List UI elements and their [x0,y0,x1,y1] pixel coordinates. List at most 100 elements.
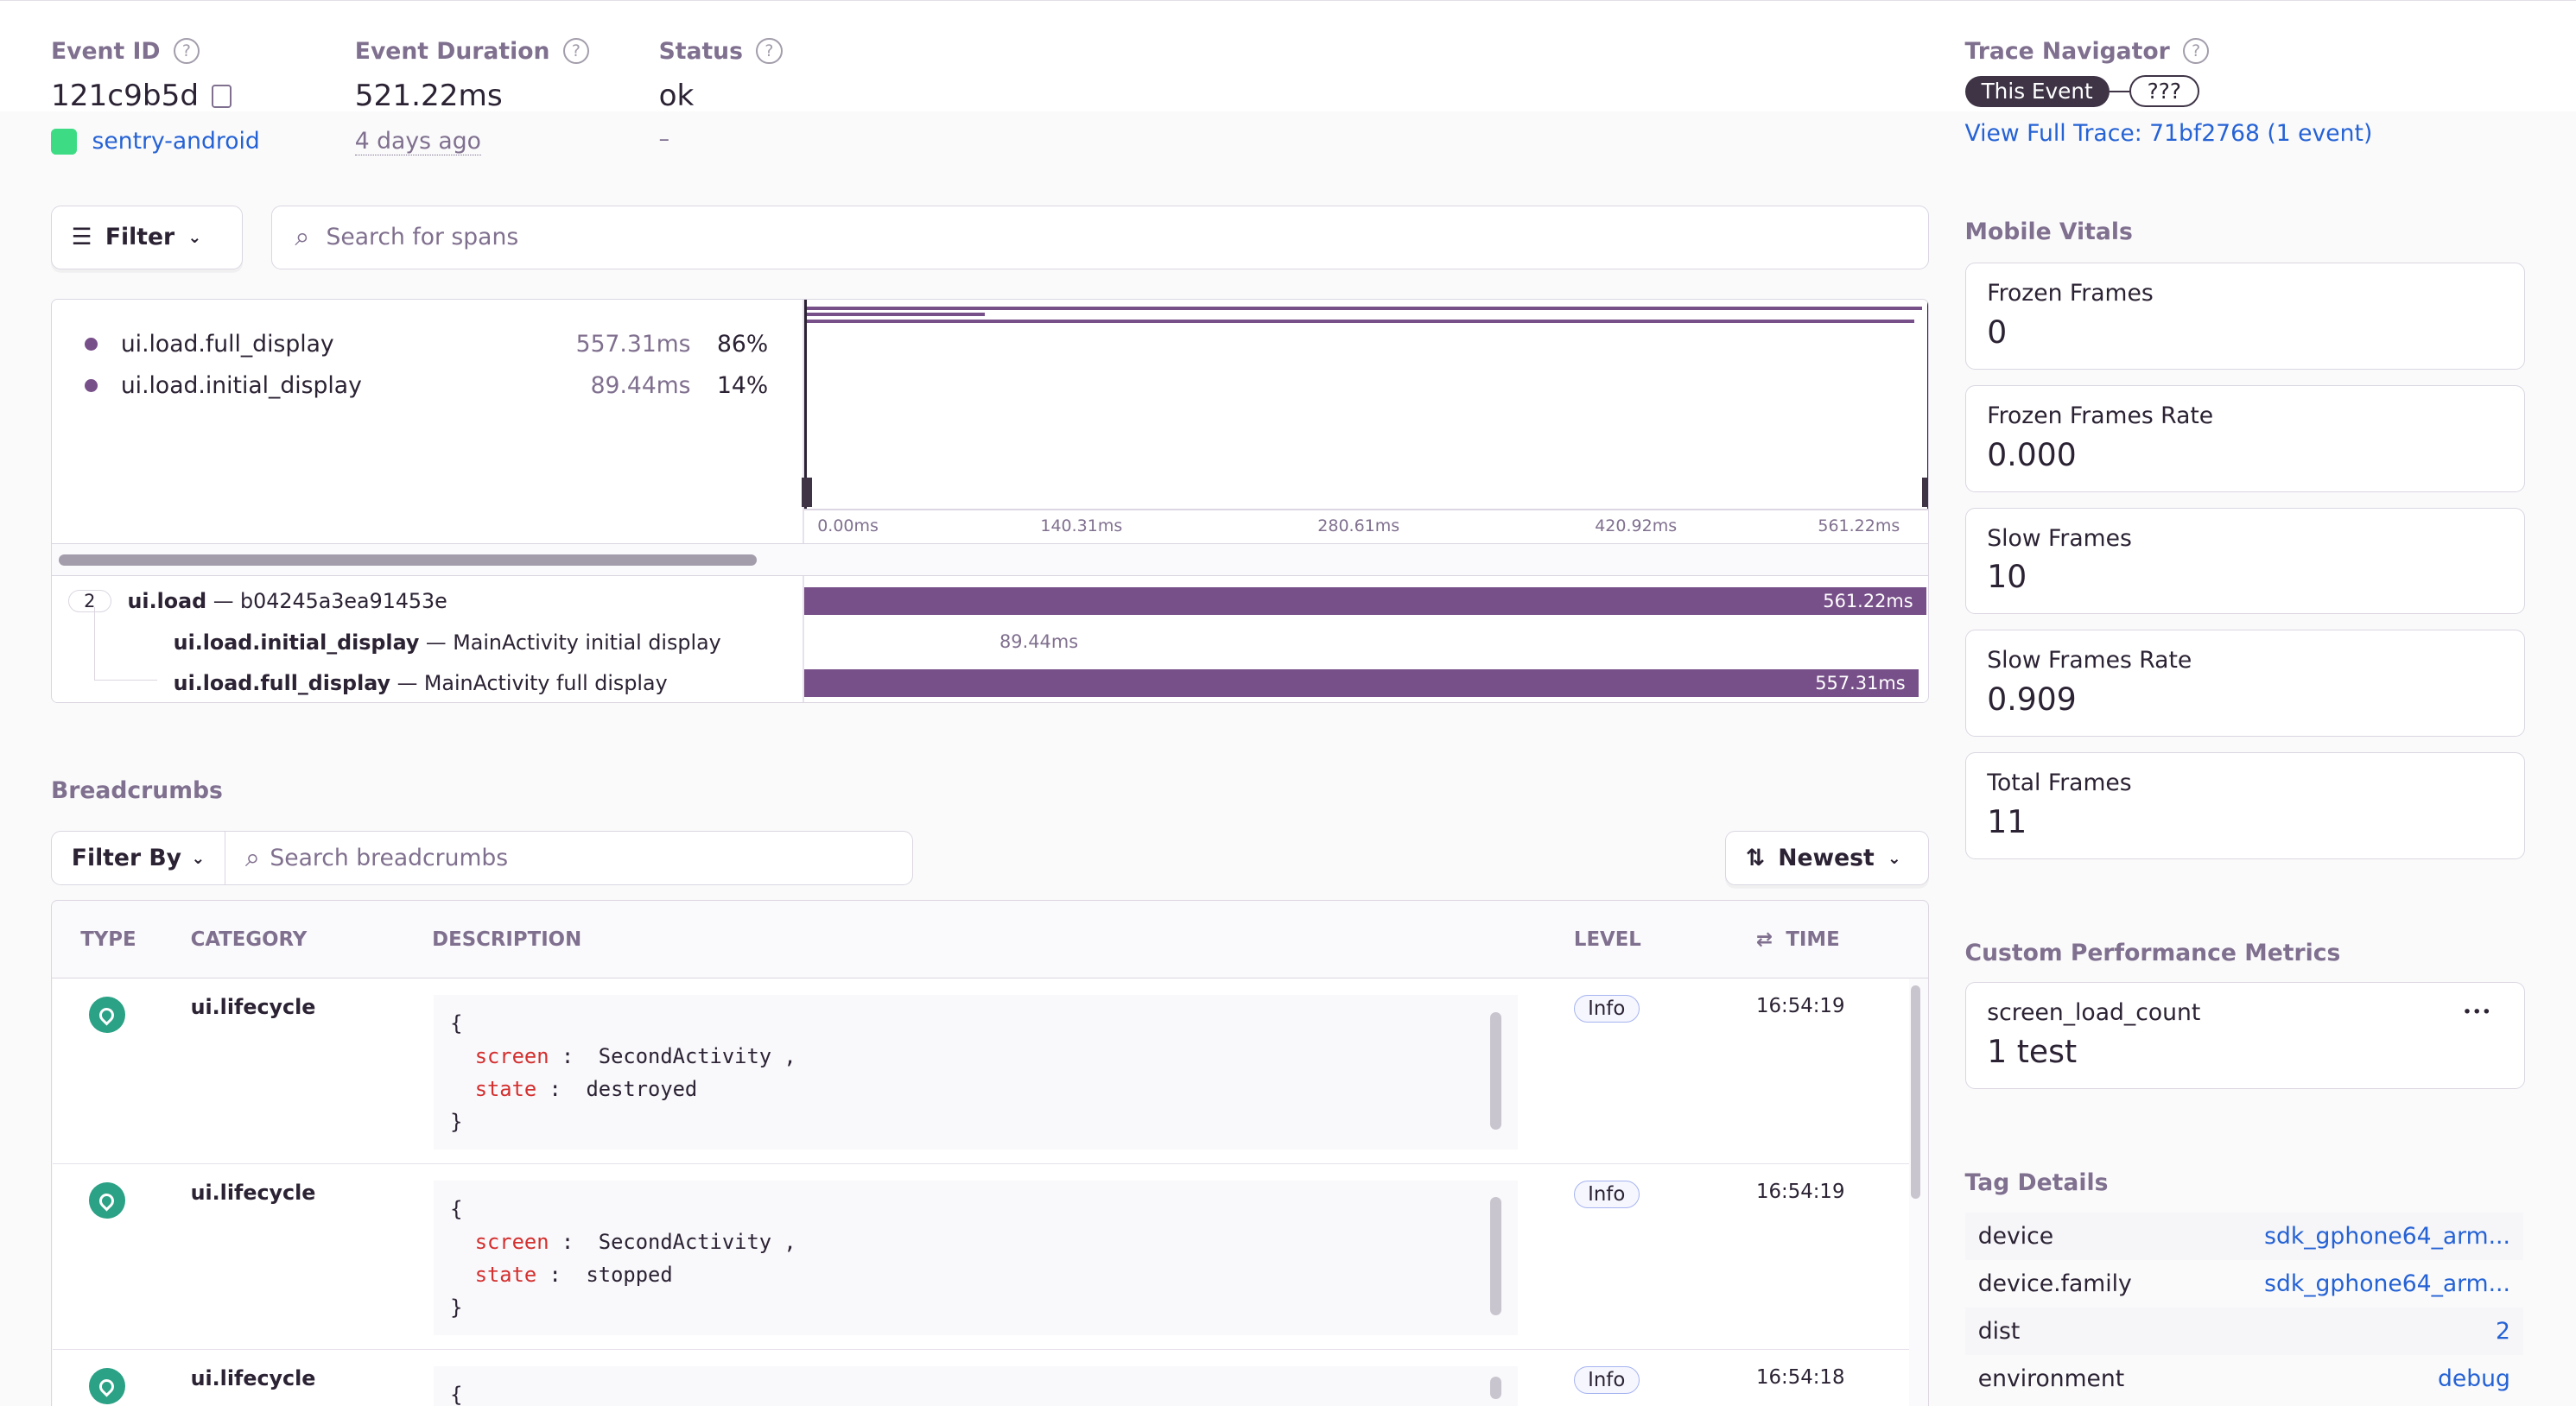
level-badge: Info [1573,995,1640,1023]
breadcrumbs-scrollbar[interactable] [1910,985,1921,1200]
span-bar-duration: 89.44ms [999,631,1079,653]
vital-card: Frozen Frames 0 [1964,263,2526,370]
axis-tick-label: 280.61ms [1317,516,1400,536]
level-badge: Info [1573,1181,1640,1209]
vital-card: Slow Frames 10 [1964,507,2526,615]
breadcrumb-description: { screen : SecondActivity , state : dest… [434,995,1519,1150]
breadcrumb-time: 16:54:18 [1756,1366,1845,1390]
help-icon[interactable]: ? [756,38,783,65]
tag-row: device.family sdk_gphone64_arm... [1977,1270,2510,1297]
span-row[interactable]: ui.load.initial_display — MainActivity i… [173,630,721,655]
breadcrumb-filter-button[interactable]: Filter By ⌄ [52,832,226,885]
breadcrumb-search-input[interactable]: ⌕ Search breadcrumbs [244,842,509,873]
breadcrumb-time: 16:54:19 [1756,1181,1845,1204]
event-duration-label: Event Duration? [355,38,590,65]
minimap-handle-left[interactable] [802,477,812,507]
breadcrumb-description: { screen : SecondActivity , state : stop… [434,1181,1519,1336]
breadcrumb-category: ui.lifecycle [190,1366,316,1391]
code-scrollbar[interactable] [1489,1376,1502,1400]
status-label: Status? [659,38,783,65]
span-filter-button[interactable]: ☰ Filter ⌄ [50,205,244,269]
minimap-span-bar [806,313,985,317]
event-id: 121c9b5d [51,79,232,113]
span-waterfall: ui.load.full_display 557.31ms 86% ui.load.i… [50,299,1929,703]
event-age[interactable]: 4 days ago [354,128,481,156]
col-category: CATEGORY [190,928,308,951]
breadcrumb-row: ui.lifecycle { screen : SecondActivity ,… [52,978,1909,1165]
col-type: TYPE [80,928,136,951]
vital-card: Frozen Frames Rate 0.000 [1964,384,2526,492]
chevron-down-icon: ⌄ [1887,848,1901,868]
span-row[interactable]: 2 ui.load — b04245a3ea91453e [67,580,799,622]
status-sub: – [658,126,669,152]
span-search-input[interactable]: ⌕ Search for spans [270,205,1929,269]
breadcrumb-category: ui.lifecycle [190,1181,316,1206]
view-full-trace-link[interactable]: View Full Trace: 71bf2768 (1 event) [1964,119,2373,147]
custom-metric-card: screen_load_count 1 test ••• [1964,982,2526,1089]
col-level: LEVEL [1573,928,1641,951]
chevron-down-icon: ⌄ [187,227,202,247]
span-bar[interactable]: 561.22ms [803,586,1926,616]
breadcrumb-time: 16:54:19 [1756,995,1845,1018]
vital-card: Slow Frames Rate 0.909 [1964,630,2526,737]
location-pin-icon [88,997,125,1034]
event-id-label: Event ID? [51,38,200,65]
breadcrumb-category: ui.lifecycle [190,995,316,1020]
tag-row: environment debug [1977,1365,2510,1393]
help-icon[interactable]: ? [2182,38,2210,65]
breadcrumbs-label: Breadcrumbs [50,776,223,804]
search-icon: ⌕ [295,221,310,252]
span-row[interactable]: ui.load.full_display — MainActivity full… [173,671,668,696]
more-icon[interactable]: ••• [2462,1003,2492,1023]
dot-icon [84,338,98,352]
custom-metrics-label: Custom Performance Metrics [1964,939,2341,966]
location-pin-icon [88,1368,125,1404]
axis-tick-label: 420.92ms [1595,516,1678,536]
copy-icon[interactable] [212,84,232,108]
other-event-pill[interactable]: ??? [2129,75,2199,108]
minimap-span-bar [806,306,1923,310]
breadcrumb-row: ui.lifecycle { Info 16:54:18 [52,1350,1909,1406]
this-event-pill[interactable]: This Event [1964,75,2110,108]
sort-icon: ⇅ [1745,845,1765,872]
span-bar[interactable]: 557.31ms [803,669,1919,698]
minimap[interactable] [802,300,1928,509]
sort-button[interactable]: ⇅ Newest ⌄ [1724,831,1929,886]
horizontal-scrollbar[interactable] [58,554,757,567]
filter-icon: ☰ [71,224,92,251]
vital-card: Total Frames 11 [1964,752,2526,859]
swap-icon: ⇄ [1756,928,1773,951]
operation-breakdown-item[interactable]: ui.load.full_display 557.31ms 86% [84,331,768,358]
minimap-handle-right[interactable] [1921,477,1928,507]
project-link[interactable]: sentry-android [50,128,260,155]
android-icon [50,128,78,155]
tag-details-label: Tag Details [1964,1169,2109,1197]
axis-tick-label: 140.31ms [1040,516,1123,536]
help-icon[interactable]: ? [562,38,590,65]
mobile-vitals-label: Mobile Vitals [1964,218,2133,245]
axis-tick-label: 0.00ms [817,516,879,536]
help-icon[interactable]: ? [173,38,200,65]
col-description: DESCRIPTION [432,928,582,951]
axis-tick-label: 561.22ms [1818,516,1900,536]
connector [2109,90,2129,92]
breadcrumb-filter-bar: Filter By ⌄ ⌕ Search breadcrumbs [50,831,914,886]
event-duration: 521.22ms [354,79,503,114]
trace-navigator-label: Trace Navigator? [1965,38,2210,65]
tag-row: dist 2 [1964,1307,2524,1355]
minimap-span-bar [806,319,1915,323]
col-time[interactable]: ⇄ TIME [1756,928,1840,951]
tag-row: device sdk_gphone64_arm... [1964,1212,2524,1260]
search-icon: ⌕ [244,842,260,873]
dot-icon [84,378,98,392]
code-scrollbar[interactable] [1489,1197,1502,1316]
status-value: ok [658,79,695,114]
code-scrollbar[interactable] [1489,1011,1502,1130]
children-count-toggle[interactable]: 2 [67,590,111,613]
operation-breakdown-item[interactable]: ui.load.initial_display 89.44ms 14% [84,372,768,399]
breadcrumb-row: ui.lifecycle { screen : SecondActivity ,… [52,1164,1909,1351]
breadcrumb-description: { [434,1366,1519,1406]
chevron-down-icon: ⌄ [191,848,206,868]
location-pin-icon [88,1182,125,1219]
level-badge: Info [1573,1366,1640,1395]
